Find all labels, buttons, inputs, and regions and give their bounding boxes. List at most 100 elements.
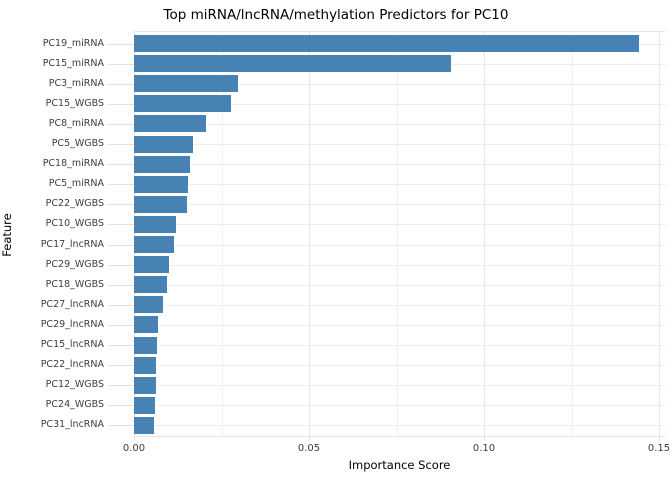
bar: [134, 396, 155, 414]
y-tick-mark: [108, 244, 134, 246]
row-gridline: [134, 224, 665, 226]
y-axis-tick-label: PC19_miRNA: [42, 37, 104, 49]
y-tick-mark: [108, 43, 134, 45]
y-axis-tick-label: PC17_lncRNA: [40, 238, 104, 250]
row-gridline: [134, 164, 665, 166]
bar: [134, 115, 207, 133]
bar: [134, 135, 194, 153]
x-axis-tick-label: 0.00: [122, 443, 146, 454]
panel-boundary-line: [134, 436, 665, 437]
y-tick-mark: [108, 264, 134, 266]
bar: [134, 55, 452, 73]
y-tick-mark: [108, 164, 134, 166]
x-tick-mark: [659, 436, 660, 441]
y-axis-title: Feature: [0, 213, 14, 257]
x-tick-mark: [484, 436, 485, 441]
x-axis-tick-label: 0.05: [297, 443, 321, 454]
y-tick-mark: [108, 365, 134, 367]
y-tick-mark: [108, 204, 134, 206]
y-tick-mark: [108, 284, 134, 286]
row-gridline: [134, 425, 665, 427]
y-axis-tick-label: PC15_miRNA: [42, 57, 104, 69]
row-gridline: [134, 204, 665, 206]
y-tick-mark: [108, 184, 134, 186]
row-gridline: [134, 264, 665, 266]
x-minor-gridline: [221, 31, 223, 436]
y-axis-tick-label: PC3_miRNA: [48, 77, 104, 89]
bar: [134, 256, 169, 274]
row-gridline: [134, 365, 665, 367]
bar: [134, 416, 154, 434]
bar: [134, 35, 640, 52]
bar: [134, 155, 190, 173]
row-gridline: [134, 324, 665, 326]
y-axis-tick-label: PC15_lncRNA: [40, 339, 104, 350]
x-axis-tick-label: 0.10: [472, 443, 496, 454]
x-major-gridline: [659, 31, 660, 436]
x-tick-mark: [134, 436, 135, 441]
chart-title: Top miRNA/lncRNA/methylation Predictors …: [163, 7, 509, 23]
y-axis-tick-label: PC22_WGBS: [45, 198, 104, 210]
x-major-gridline: [484, 31, 485, 436]
y-axis-tick-label: PC27_lncRNA: [40, 298, 104, 310]
y-axis-tick-label: PC10_WGBS: [45, 218, 104, 230]
y-tick-mark: [108, 123, 134, 125]
row-gridline: [134, 345, 665, 346]
x-major-gridline: [309, 31, 310, 436]
bar: [134, 356, 157, 374]
y-tick-mark: [108, 63, 134, 65]
bar: [134, 336, 158, 354]
y-axis-tick-label: PC12_WGBS: [45, 379, 104, 391]
y-tick-mark: [108, 405, 134, 407]
panel-boundary-line: [134, 31, 665, 32]
row-gridline: [134, 244, 665, 246]
bar: [134, 316, 159, 334]
y-axis-tick-label: PC31_lncRNA: [40, 419, 104, 431]
row-gridline: [134, 83, 665, 85]
y-tick-mark: [108, 304, 134, 306]
row-gridline: [134, 123, 665, 125]
y-tick-mark: [108, 385, 134, 387]
y-axis-tick-label: PC5_miRNA: [48, 178, 104, 190]
y-tick-mark: [108, 425, 134, 427]
x-major-gridline: [134, 31, 135, 436]
row-gridline: [134, 184, 665, 186]
y-axis-tick-label: PC8_miRNA: [48, 117, 104, 129]
row-gridline: [134, 144, 665, 145]
y-axis-tick-label: PC18_WGBS: [45, 278, 104, 290]
y-tick-mark: [108, 103, 134, 105]
bar: [134, 95, 231, 113]
y-axis-tick-label: PC29_lncRNA: [40, 318, 104, 330]
x-minor-gridline: [396, 31, 398, 436]
plot-panel: [134, 31, 665, 437]
y-tick-mark: [108, 224, 134, 226]
y-axis-tick-label: PC15_WGBS: [45, 97, 104, 109]
y-axis-tick-label: PC18_miRNA: [42, 158, 104, 170]
y-tick-mark: [108, 144, 134, 145]
bar: [134, 215, 176, 233]
bar: [134, 195, 187, 213]
bar: [134, 276, 167, 294]
x-axis-title: Importance Score: [348, 458, 451, 472]
y-tick-mark: [108, 324, 134, 326]
y-tick-mark: [108, 83, 134, 85]
row-gridline: [134, 284, 665, 286]
bar: [134, 75, 238, 93]
bar: [134, 236, 174, 253]
x-axis-tick-label: 0.15: [647, 443, 671, 454]
row-gridline: [134, 103, 665, 105]
y-axis-tick-label: PC5_WGBS: [51, 138, 104, 149]
row-gridline: [134, 385, 665, 387]
bar: [134, 175, 188, 193]
x-tick-mark: [309, 436, 310, 441]
row-gridline: [134, 405, 665, 407]
y-axis-tick-label: PC29_WGBS: [45, 258, 104, 270]
y-axis-tick-label: PC24_WGBS: [45, 399, 104, 411]
bar: [134, 296, 164, 314]
y-axis-tick-label: PC22_lncRNA: [40, 359, 104, 371]
row-gridline: [134, 304, 665, 306]
x-minor-gridline: [571, 31, 573, 436]
y-tick-mark: [108, 345, 134, 346]
bar: [134, 376, 157, 394]
